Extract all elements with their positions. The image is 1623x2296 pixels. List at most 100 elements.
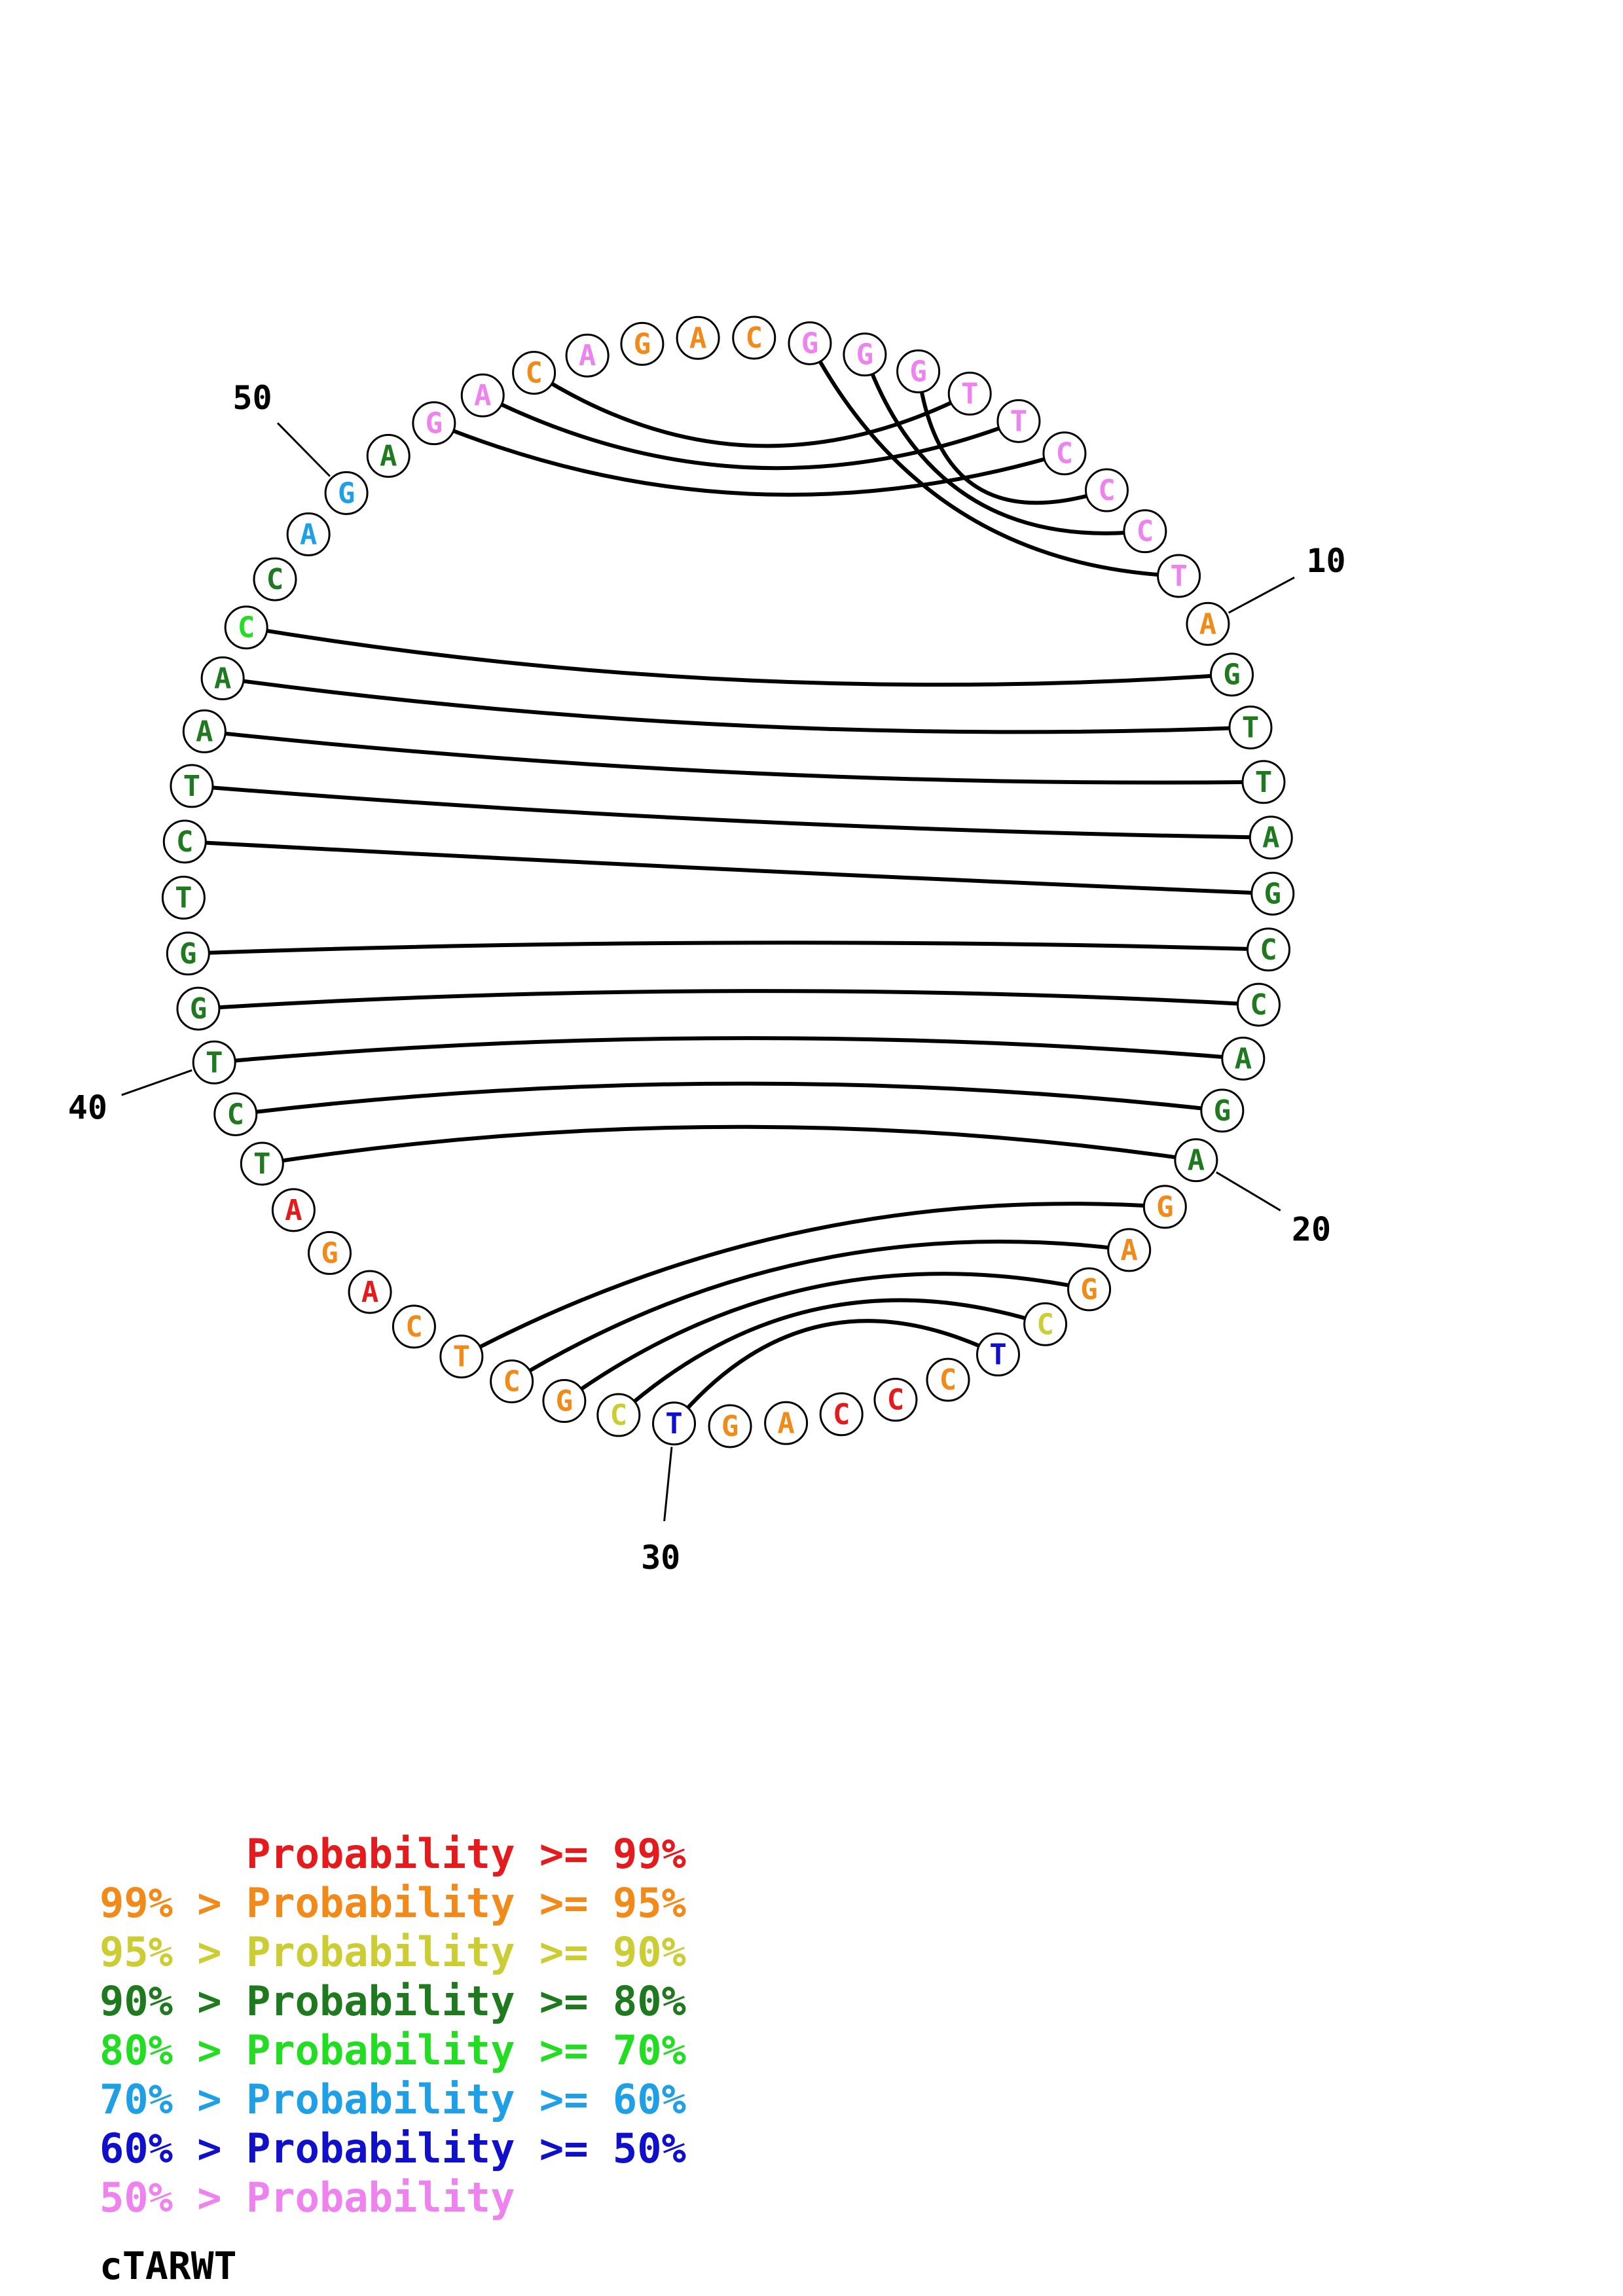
base-pair-arc-16-44 xyxy=(188,941,1269,956)
base-pair-arc-12-49 xyxy=(222,676,1251,734)
nucleotide-circle xyxy=(1042,431,1087,476)
nucleotide-39: A xyxy=(271,1188,316,1232)
position-tick xyxy=(1228,576,1295,614)
nucleotide-circle xyxy=(512,351,556,395)
legend-label: Probability xyxy=(246,1928,515,1976)
nucleotide-circle xyxy=(1200,1088,1245,1133)
nucleotide-letter: C xyxy=(610,1399,628,1432)
structure-title: cTARWT xyxy=(100,2244,237,2288)
nucleotide-circle xyxy=(1023,1302,1068,1346)
nucleotide-letter: C xyxy=(238,611,255,645)
legend-label: Probability xyxy=(246,2174,515,2221)
nucleotide-letter: C xyxy=(833,1398,850,1431)
legend-suffix: >= 90% xyxy=(539,1928,686,1976)
nucleotide-letter: G xyxy=(856,338,874,372)
nucleotide-circle xyxy=(308,1230,352,1275)
legend-row-pink: 50% > Probability xyxy=(100,2173,686,2222)
nucleotide-letter: A xyxy=(214,662,232,695)
position-tick xyxy=(663,1446,673,1522)
nucleotide-letter: C xyxy=(503,1365,520,1399)
nucleotide-16: C xyxy=(1247,927,1291,972)
legend-prefix: 90% > xyxy=(100,1977,246,2025)
base-pair-arc-17-43 xyxy=(198,989,1259,1011)
nucleotide-13: T xyxy=(1241,760,1286,804)
nucleotide-letter: C xyxy=(266,563,284,596)
nucleotide-29: A xyxy=(764,1401,809,1445)
nucleotide-18: A xyxy=(1221,1036,1266,1081)
nucleotide-letter: C xyxy=(939,1363,957,1397)
nucleotide-letter: T xyxy=(961,377,979,410)
nucleotide-circle xyxy=(1142,1185,1187,1229)
nucleotide-circle xyxy=(460,373,505,418)
nucleotide-circle xyxy=(1228,706,1273,750)
base-pair-arc-11-50 xyxy=(246,625,1232,687)
legend-row-skyblue: 70% > Probability >= 60% xyxy=(100,2075,686,2124)
nucleotide-circle xyxy=(708,1404,752,1448)
legend-label: Probability xyxy=(246,1977,515,2025)
nucleotide-43: G xyxy=(176,986,221,1031)
legend-row-blue: 60% > Probability >= 50% xyxy=(100,2124,686,2173)
nucleotide-letter: C xyxy=(1036,1308,1054,1341)
nucleotide-circle xyxy=(873,1378,918,1422)
base-pair-arc-1-9 xyxy=(808,342,1179,578)
nucleotide-53: G xyxy=(324,471,369,515)
nucleotide-15: G xyxy=(1250,871,1295,916)
nucleotide-letter: T xyxy=(453,1340,471,1374)
legend-label: Probability xyxy=(246,1879,515,1927)
nucleotide-circle xyxy=(542,1379,587,1424)
nucleotide-24: C xyxy=(1023,1302,1068,1346)
nucleotide-circle xyxy=(896,349,941,393)
nucleotides: G GGTTCCCTAGTTAGCCAGAGAGCTCCCAGTCGCTCAGAT… xyxy=(161,315,1295,1448)
legend-label: Probability xyxy=(246,1830,515,1878)
base-pair-arc-6-55 xyxy=(433,421,1065,497)
base-pair-arc-2-8 xyxy=(863,353,1146,535)
nucleotide-52: A xyxy=(286,512,331,556)
base-pair-arc-13-48 xyxy=(204,729,1264,785)
legend-suffix: >= 50% xyxy=(539,2125,686,2172)
nucleotide-42: T xyxy=(192,1040,236,1085)
position-ticks: 10 20 30 40 50 xyxy=(68,379,1346,1577)
nucleotide-circle xyxy=(161,876,206,920)
legend-suffix: >= 60% xyxy=(539,2075,686,2123)
nucleotide-59: G xyxy=(620,321,665,366)
nucleotide-45: T xyxy=(161,876,206,920)
nucleotide-26: C xyxy=(926,1357,970,1402)
base-pair-arc-23-33 xyxy=(563,1272,1090,1403)
nucleotide-1: G xyxy=(788,321,832,365)
nucleotide-61: C xyxy=(732,315,776,360)
position-tick xyxy=(121,1069,192,1096)
nucleotide-circle xyxy=(1157,554,1201,598)
nucleotide-14: A xyxy=(1249,816,1293,860)
nucleotide-circle xyxy=(490,1359,534,1404)
nucleotide-40: T xyxy=(240,1141,284,1186)
nucleotide-27: C xyxy=(873,1378,918,1422)
legend-prefix: 70% > xyxy=(100,2075,246,2123)
legend-suffix: >= 95% xyxy=(539,1879,686,1927)
nucleotide-51: C xyxy=(253,557,297,601)
legend-prefix: 50% > xyxy=(100,2174,246,2221)
nucleotide-circle xyxy=(412,401,456,446)
nucleotide-41: C xyxy=(213,1092,258,1136)
legend-row-darkgreen: 90% > Probability >= 80% xyxy=(100,1977,686,2026)
nucleotide-letter: T xyxy=(1170,560,1188,593)
nucleotide-circle xyxy=(764,1401,809,1445)
nucleotide-circle xyxy=(1210,653,1254,697)
legend-row-yellow: 95% > Probability >= 90% xyxy=(100,1928,686,1977)
nucleotide-circle xyxy=(976,1333,1020,1377)
base-pair-arc-5-56 xyxy=(481,393,1019,471)
position-label: 20 xyxy=(1292,1211,1331,1249)
legend-suffix: >= 80% xyxy=(539,1977,686,2025)
nucleotide-circle xyxy=(170,764,214,808)
nucleotide-circle xyxy=(348,1270,392,1314)
nucleotide-31: T xyxy=(652,1401,697,1446)
nucleotide-circle xyxy=(162,819,207,864)
nucleotide-20: A xyxy=(1174,1138,1218,1183)
nucleotide-circle xyxy=(565,333,610,378)
base-pair-arc-21-35 xyxy=(460,1202,1165,1359)
legend-label: Probability xyxy=(246,2075,515,2123)
nucleotide-letter: A xyxy=(1262,821,1280,855)
nucleotide-circle xyxy=(732,315,776,360)
nucleotide-25: T xyxy=(976,1333,1020,1377)
nucleotide-letter: G xyxy=(556,1385,574,1418)
nucleotide-3: G xyxy=(896,349,941,393)
